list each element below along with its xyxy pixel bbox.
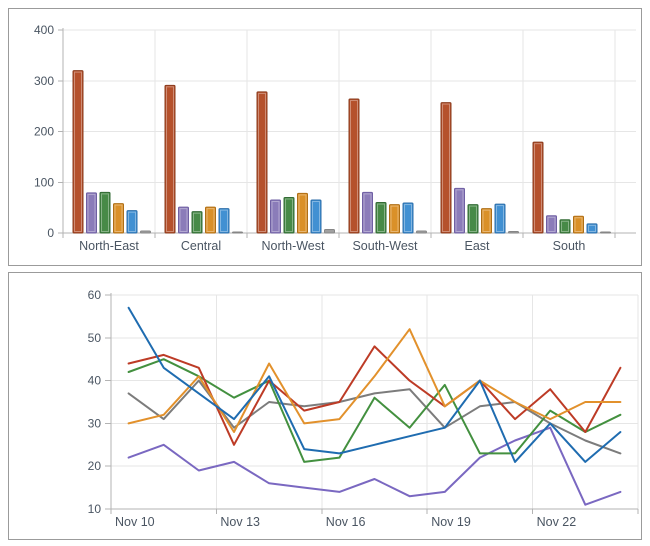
bar-blue[interactable] xyxy=(126,210,138,234)
bar-green[interactable] xyxy=(559,219,571,234)
bar-brown[interactable] xyxy=(72,70,84,234)
axis-label: 60 xyxy=(88,288,102,302)
bar-highlight xyxy=(258,92,266,233)
bar-blue[interactable] xyxy=(586,223,598,234)
bar-highlight xyxy=(166,86,174,232)
axis-label: South-West xyxy=(352,239,418,253)
bar-green[interactable] xyxy=(99,191,111,234)
bar-highlight xyxy=(206,208,215,232)
axis-label: 0 xyxy=(47,226,54,240)
bar-blue[interactable] xyxy=(310,199,322,234)
bar-gray[interactable] xyxy=(324,228,335,234)
bar-highlight xyxy=(496,205,504,232)
axis-label: 200 xyxy=(34,125,54,139)
bar-highlight xyxy=(114,204,123,233)
bar-gray[interactable] xyxy=(232,231,243,234)
bar-highlight xyxy=(220,209,228,232)
bar-highlight xyxy=(128,211,136,232)
axis-label: 50 xyxy=(88,331,102,345)
bar-brown[interactable] xyxy=(532,141,544,234)
axis-label: Nov 10 xyxy=(115,515,155,529)
line-series-purple[interactable] xyxy=(127,426,622,506)
bar-highlight xyxy=(404,204,412,232)
bar-highlight xyxy=(298,194,307,232)
axis-label: Nov 22 xyxy=(537,515,577,529)
bar-purple[interactable] xyxy=(454,187,465,234)
bar-chart[interactable]: 0 100 200 300 400 North-East Central North-West… xyxy=(9,9,641,265)
axis-label: South xyxy=(553,239,586,253)
bar-purple[interactable] xyxy=(178,206,189,234)
line-series-orange[interactable] xyxy=(127,328,622,433)
bar-highlight xyxy=(455,189,464,232)
bar-highlight xyxy=(442,103,450,232)
bar-gray[interactable] xyxy=(140,230,151,234)
bar-brown[interactable] xyxy=(256,91,268,234)
bar-highlight xyxy=(285,198,293,233)
line-chart-panel: 10 20 30 40 50 60 Nov 10 Nov 13 Nov 16 Nov 19 Nov … xyxy=(8,272,642,540)
bar-highlight xyxy=(469,205,477,233)
bar-gray[interactable] xyxy=(600,231,611,234)
axis-label: 20 xyxy=(88,459,102,473)
bar-highlight xyxy=(350,100,358,232)
bar-highlight xyxy=(74,71,82,232)
bar-brown[interactable] xyxy=(440,102,452,234)
axis-label: 40 xyxy=(88,374,102,388)
bar-highlight xyxy=(547,216,556,232)
bar-blue[interactable] xyxy=(402,202,414,234)
bar-green[interactable] xyxy=(375,202,387,234)
bar-orange[interactable] xyxy=(389,204,400,234)
bar-green[interactable] xyxy=(283,196,295,234)
axis-label: 100 xyxy=(34,175,54,189)
bar-highlight xyxy=(312,201,320,232)
bar-brown[interactable] xyxy=(164,84,176,234)
bar-orange[interactable] xyxy=(205,206,216,234)
bar-highlight xyxy=(390,205,399,233)
bar-orange[interactable] xyxy=(481,208,492,234)
axis-label: 10 xyxy=(88,502,102,516)
axis-label: 400 xyxy=(34,23,54,37)
axis-label: North-West xyxy=(262,239,326,253)
axis-label: North-East xyxy=(79,239,139,253)
bar-gray[interactable] xyxy=(508,230,519,234)
bar-blue[interactable] xyxy=(494,203,506,234)
bar-green[interactable] xyxy=(467,204,479,234)
line-chart[interactable]: 10 20 30 40 50 60 Nov 10 Nov 13 Nov 16 Nov 19 Nov … xyxy=(9,273,641,539)
axis-label: Nov 19 xyxy=(431,515,471,529)
axis-label: 30 xyxy=(88,416,102,430)
bar-blue[interactable] xyxy=(218,208,230,234)
bar-highlight xyxy=(588,224,596,233)
bar-highlight xyxy=(561,220,569,232)
bar-highlight xyxy=(271,201,280,232)
line-series-green[interactable] xyxy=(127,358,622,463)
bar-purple[interactable] xyxy=(362,191,373,234)
axis-label: 300 xyxy=(34,74,54,88)
bar-orange[interactable] xyxy=(297,192,308,234)
bar-purple[interactable] xyxy=(546,215,557,234)
axis-label: Nov 16 xyxy=(326,515,366,529)
bar-highlight xyxy=(363,193,372,232)
bar-chart-panel: 0 100 200 300 400 North-East Central North-West… xyxy=(8,8,642,266)
bar-green[interactable] xyxy=(191,211,203,234)
bar-highlight xyxy=(574,217,583,233)
bar-brown[interactable] xyxy=(348,98,360,234)
bar-highlight xyxy=(87,193,96,232)
bar-highlight xyxy=(193,212,201,232)
line-series-blue[interactable] xyxy=(127,306,622,463)
axis-label: Central xyxy=(181,239,221,253)
axis-label: Nov 13 xyxy=(220,515,260,529)
bar-highlight xyxy=(534,143,542,232)
bar-highlight xyxy=(377,203,385,233)
bar-highlight xyxy=(101,193,109,232)
bar-gray[interactable] xyxy=(416,230,427,234)
bar-highlight xyxy=(179,208,188,232)
bar-purple[interactable] xyxy=(270,199,281,234)
bar-orange[interactable] xyxy=(573,215,584,234)
bar-highlight xyxy=(482,209,491,232)
axis-label: East xyxy=(464,239,490,253)
bar-orange[interactable] xyxy=(113,203,124,234)
bar-purple[interactable] xyxy=(86,192,97,234)
